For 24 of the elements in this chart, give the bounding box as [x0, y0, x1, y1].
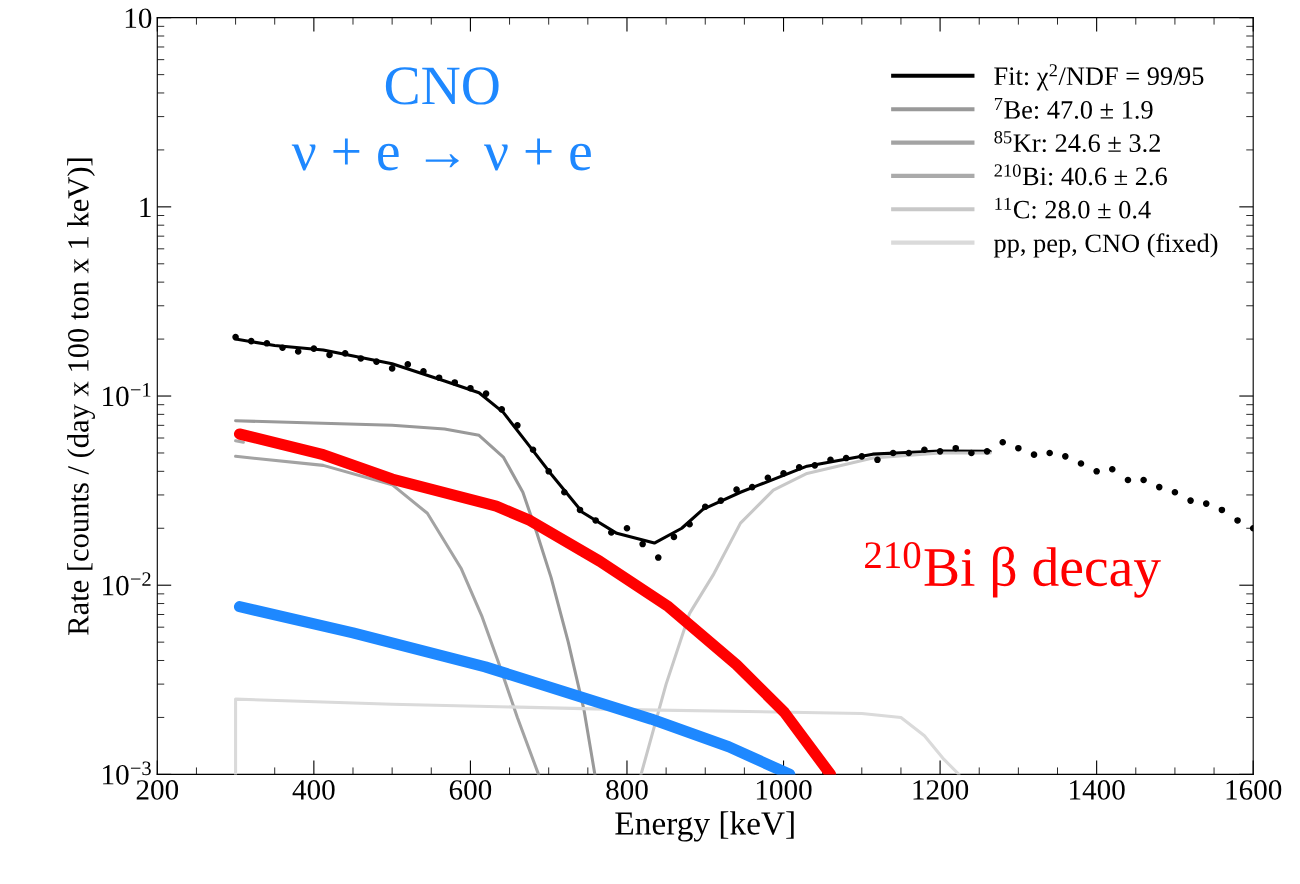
x-tick-label: 800 — [606, 780, 648, 800]
x-tick-label: 1000 — [756, 780, 812, 800]
x-tick-label: 1600 — [1226, 780, 1282, 800]
legend-label: pp, pep, CNO (fixed) — [993, 233, 1218, 258]
line-series — [234, 697, 961, 775]
x-axis-title: Energy [keV] — [615, 811, 794, 842]
legend-label: $^{85}$Kr: 24.6 ± 3.2 — [994, 130, 1160, 153]
text: CNO ν + e → ν + e — [291, 67, 591, 171]
x-tick-label: 1200 — [913, 780, 969, 800]
y-tick-label: 1 — [140, 197, 151, 217]
x-tick-label: 400 — [292, 780, 335, 800]
legend-label: $^{210}$Bi: 40.6 ± 2.6 — [994, 164, 1167, 186]
legend-label: Fit: χ$^{2}$/NDF = 99/95 — [994, 64, 1204, 91]
line-series — [234, 419, 597, 775]
line-series — [234, 454, 541, 775]
y-axis-title: Rate [counts / (day x 100 ton x 1 keV)] — [67, 158, 95, 635]
text: $^{210}$Bi β decay — [865, 542, 1161, 598]
legend-label: $^{7}$Be: 47.0 ± 1.9 — [994, 97, 1153, 119]
y-tick-label: 10$^{−1}$ — [103, 383, 151, 407]
y-tick-label: 10$^{−2}$ — [103, 572, 151, 596]
x-tick-label: 1400 — [1070, 780, 1125, 800]
legend-label: $^{11}$C: 28.0 ± 0.4 — [995, 197, 1151, 219]
x-tick-label: 600 — [449, 780, 492, 800]
y-tick-label: 10 — [125, 8, 152, 29]
